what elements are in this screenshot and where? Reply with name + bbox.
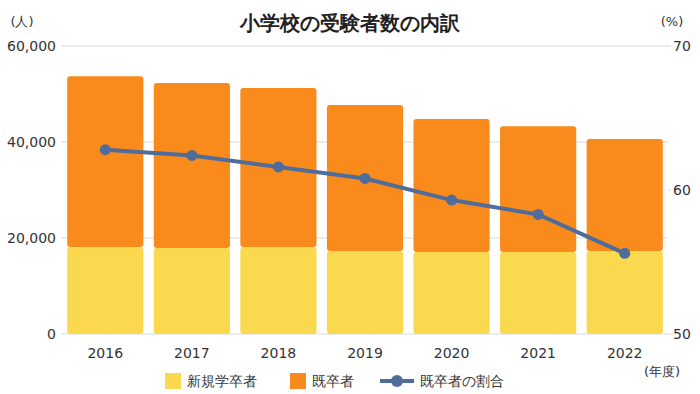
- bar: [67, 76, 143, 247]
- line-marker: [186, 150, 197, 161]
- bar: [413, 252, 489, 334]
- bar: [154, 83, 230, 248]
- y2-tick-label: 70: [673, 38, 691, 54]
- y2-tick: [668, 190, 671, 191]
- line-marker: [619, 248, 630, 259]
- background: [0, 0, 700, 394]
- line-marker: [100, 144, 111, 155]
- legend-label: 既卒者の割合: [420, 373, 504, 389]
- y-tick-label: 0: [47, 326, 56, 342]
- line-marker: [446, 195, 457, 206]
- y2-tick-label: 60: [673, 182, 691, 198]
- x-axis-label: (年度): [644, 364, 680, 379]
- bar: [240, 247, 316, 334]
- plot-area: [67, 76, 663, 334]
- line-marker: [273, 161, 284, 172]
- bar: [500, 252, 576, 334]
- y-axis-label: (人): [10, 14, 33, 29]
- legend-label: 既卒者: [312, 373, 354, 389]
- line-marker: [360, 173, 371, 184]
- line: [105, 150, 624, 254]
- y2-axis-label: (%): [661, 14, 684, 29]
- x-tick-label: 2022: [607, 345, 643, 361]
- y2-tick-label: 50: [673, 326, 691, 342]
- chart-root: 小学校の受験者数の内訳 0 20,000 40,000 60,000 50 60 70 (人) (…: [0, 0, 700, 394]
- bar: [67, 247, 143, 334]
- legend-item: 新規学卒者: [165, 373, 257, 389]
- legend-label: 新規学卒者: [187, 373, 257, 389]
- bar: [587, 251, 663, 334]
- legend-item: 既卒者の割合: [380, 373, 504, 389]
- x-tick-label: 2016: [87, 345, 123, 361]
- y2-tick: [668, 46, 671, 47]
- bar: [240, 88, 316, 247]
- bar: [500, 126, 576, 252]
- bar: [587, 139, 663, 251]
- y-tick-label: 40,000: [7, 134, 56, 150]
- x-tick-label: 2019: [347, 345, 383, 361]
- bar: [413, 119, 489, 252]
- x-tick-label: 2021: [520, 345, 556, 361]
- title: 小学校の受験者数の内訳: [239, 11, 461, 35]
- bar: [327, 251, 403, 334]
- legend-item: 既卒者: [290, 373, 354, 389]
- legend-marker: [391, 375, 403, 387]
- bar: [327, 105, 403, 251]
- chart-svg: 小学校の受験者数の内訳 0 20,000 40,000 60,000 50 60 70 (人) (…: [0, 0, 700, 394]
- y-tick-label: 20,000: [7, 230, 56, 246]
- y2-tick: [668, 334, 671, 335]
- legend-swatch: [165, 373, 181, 389]
- grid-line: [62, 46, 668, 47]
- legend-swatch: [290, 373, 306, 389]
- line-marker: [533, 209, 544, 220]
- bar: [154, 248, 230, 334]
- x-tick-label: 2017: [174, 345, 210, 361]
- x-tick-label: 2020: [434, 345, 470, 361]
- x-tick-label: 2018: [261, 345, 297, 361]
- y-tick-label: 60,000: [7, 38, 56, 54]
